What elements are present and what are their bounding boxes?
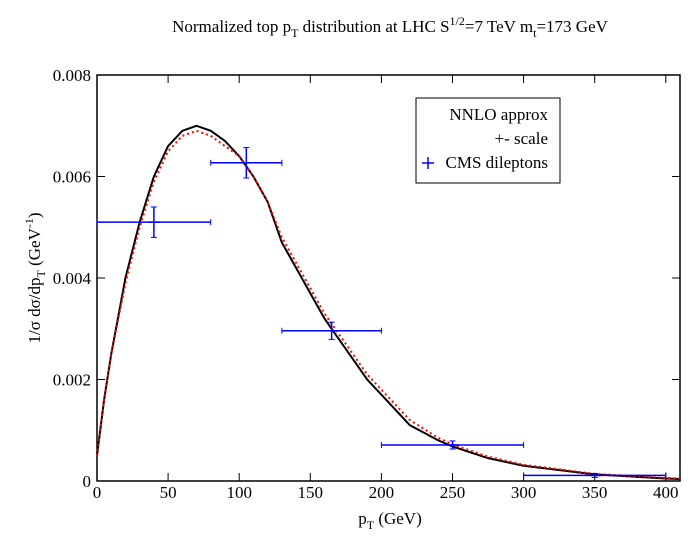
- series-line: [96, 129, 681, 480]
- x-tick-label: 50: [160, 483, 177, 502]
- chart-title-part: =173 GeV: [536, 17, 608, 36]
- y-tick-label: 0: [83, 472, 92, 491]
- x-tick-label: 100: [226, 483, 252, 502]
- x-axis-label-part: T: [367, 518, 375, 532]
- chart-title-part: T: [291, 26, 299, 40]
- x-axis-label-part: p: [358, 509, 367, 528]
- chart-title-part: Normalized top p: [172, 17, 291, 36]
- y-tick-label: 0.006: [53, 168, 91, 187]
- x-axis-label: pT (GeV): [358, 509, 422, 532]
- x-tick-label: 150: [298, 483, 324, 502]
- legend-label: CMS dileptons: [446, 153, 549, 172]
- x-tick-label: 400: [653, 483, 679, 502]
- chart-title-part: t: [533, 26, 537, 40]
- chart-title-part: =7 TeV m: [465, 17, 533, 36]
- y-axis-label: 1/σ dσ/dpT (GeV-1): [22, 212, 48, 343]
- x-axis-label-part: (GeV): [374, 509, 422, 528]
- x-tick-label: 250: [440, 483, 466, 502]
- y-axis-label-part: 1/σ dσ/dp: [25, 278, 44, 344]
- series-line: [96, 124, 681, 480]
- chart-title-part: 1/2: [450, 14, 465, 28]
- legend-label: NNLO approx: [449, 105, 548, 124]
- y-axis-label-part: ): [25, 212, 44, 218]
- y-tick-label: 0.002: [53, 371, 91, 390]
- x-tick-label: 350: [582, 483, 608, 502]
- x-tick-label: 0: [93, 483, 102, 502]
- x-tick-label: 200: [369, 483, 395, 502]
- legend-box: [415, 97, 561, 184]
- y-tick-label: 0.004: [53, 269, 92, 288]
- x-tick-label: 300: [511, 483, 537, 502]
- chart-title: Normalized top pT distribution at LHC S1…: [172, 14, 609, 40]
- legend-label: +- scale: [495, 129, 548, 148]
- y-axis-label-part: (GeV: [25, 227, 44, 270]
- y-axis-label-part: T: [34, 270, 48, 278]
- chart-title-part: distribution at LHC S: [298, 17, 449, 36]
- y-axis-label-part: -1: [22, 218, 36, 228]
- y-tick-label: 0.008: [53, 66, 91, 85]
